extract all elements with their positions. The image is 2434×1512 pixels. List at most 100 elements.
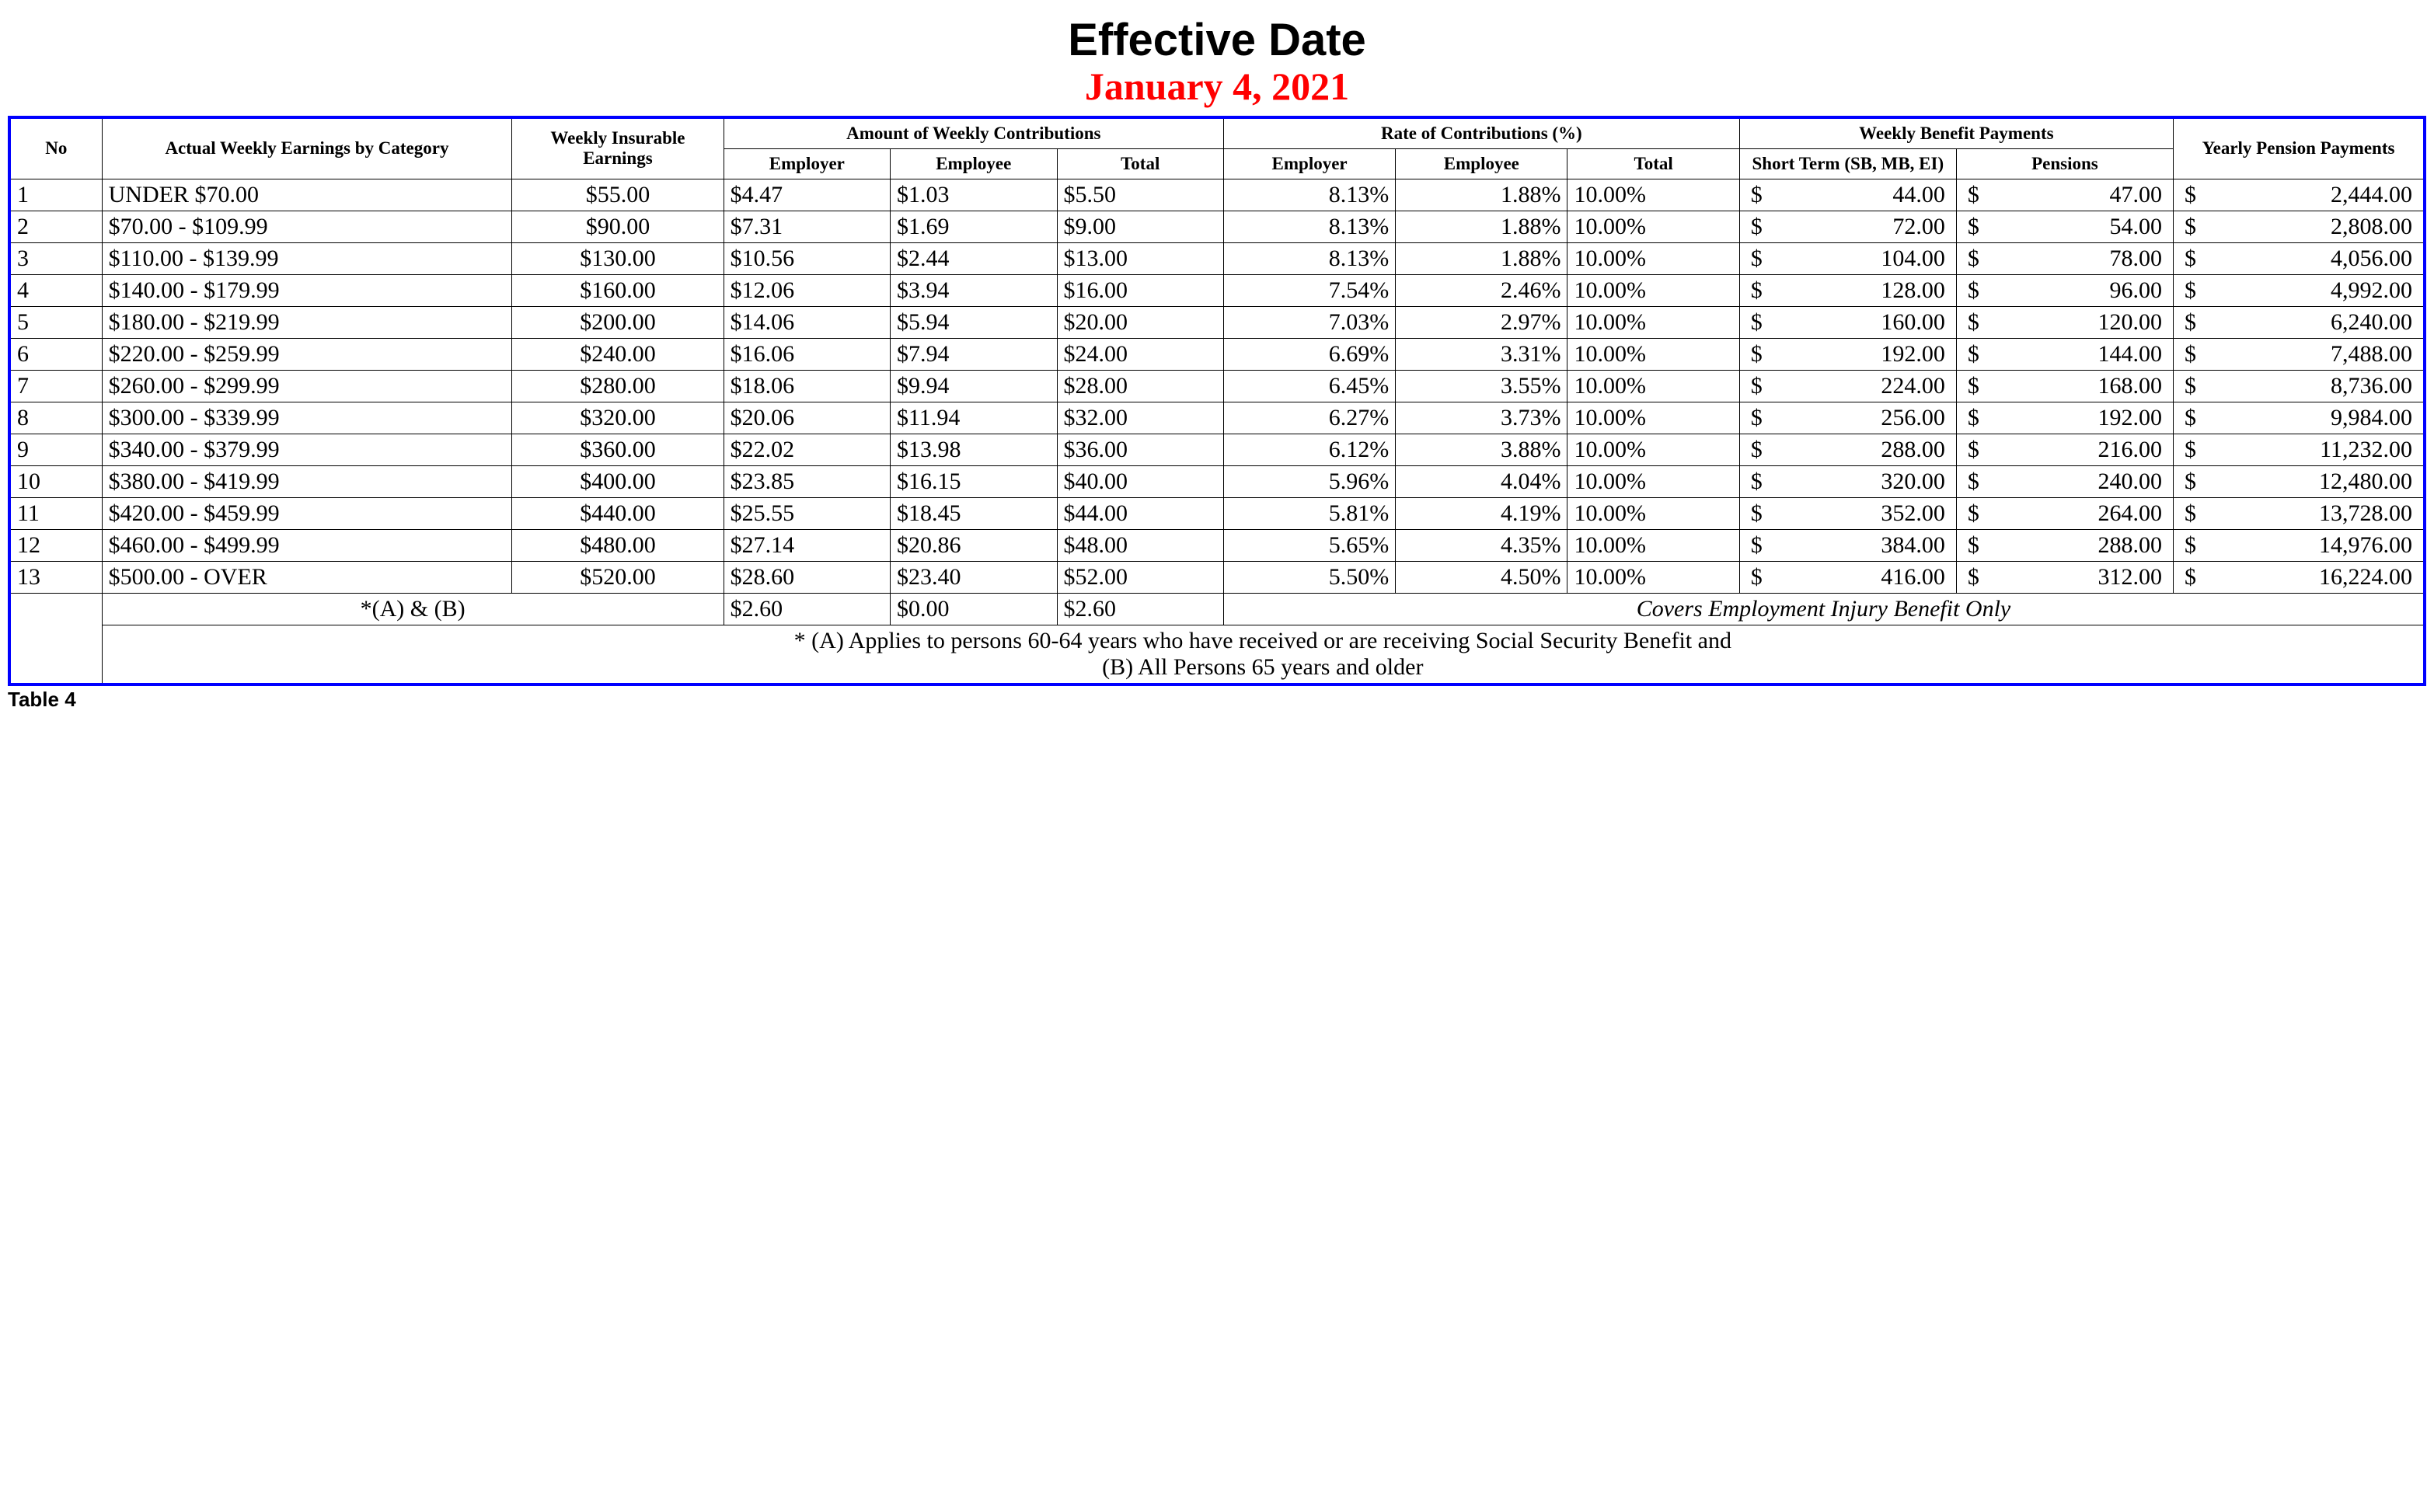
cell-no: 10 [9, 465, 102, 497]
cell-amt-employee: $16.15 [891, 465, 1057, 497]
cell-rate-employee: 2.97% [1396, 306, 1567, 338]
cell-rate-employer: 5.65% [1223, 529, 1395, 561]
cell-rate-employee: 4.50% [1396, 561, 1567, 593]
ab-blank [9, 593, 102, 685]
cell-earnings: $110.00 - $139.99 [102, 242, 512, 274]
cell-rate-total: 10.00% [1567, 211, 1739, 242]
cell-amt-total: $48.00 [1057, 529, 1223, 561]
cell-earnings: $500.00 - OVER [102, 561, 512, 593]
cell-short-term: $192.00 [1739, 338, 1956, 370]
cell-rate-total: 10.00% [1567, 306, 1739, 338]
cell-yearly-pension: $2,808.00 [2174, 211, 2425, 242]
cell-no: 11 [9, 497, 102, 529]
cell-rate-employer: 6.27% [1223, 402, 1395, 434]
cell-rate-employer: 5.81% [1223, 497, 1395, 529]
cell-yearly-pension: $16,224.00 [2174, 561, 2425, 593]
cell-no: 7 [9, 370, 102, 402]
table-row: 8$300.00 - $339.99$320.00$20.06$11.94$32… [9, 402, 2425, 434]
cell-amt-employer: $18.06 [724, 370, 890, 402]
cell-rate-total: 10.00% [1567, 179, 1739, 211]
cell-earnings: $460.00 - $499.99 [102, 529, 512, 561]
table-row: 1UNDER $70.00$55.00$4.47$1.03$5.508.13%1… [9, 179, 2425, 211]
cell-pensions: $240.00 [1956, 465, 2173, 497]
table-row: 4$140.00 - $179.99$160.00$12.06$3.94$16.… [9, 274, 2425, 306]
cell-short-term: $128.00 [1739, 274, 1956, 306]
cell-pensions: $96.00 [1956, 274, 2173, 306]
cell-amt-employer: $28.60 [724, 561, 890, 593]
cell-pensions: $168.00 [1956, 370, 2173, 402]
table-row: 10$380.00 - $419.99$400.00$23.85$16.15$4… [9, 465, 2425, 497]
table-row: 2$70.00 - $109.99$90.00$7.31$1.69$9.008.… [9, 211, 2425, 242]
cell-insurable: $480.00 [512, 529, 724, 561]
cell-amt-total: $40.00 [1057, 465, 1223, 497]
cell-amt-total: $20.00 [1057, 306, 1223, 338]
table-row: 9$340.00 - $379.99$360.00$22.02$13.98$36… [9, 434, 2425, 465]
cell-yearly-pension: $12,480.00 [2174, 465, 2425, 497]
cell-pensions: $47.00 [1956, 179, 2173, 211]
cell-amt-employer: $27.14 [724, 529, 890, 561]
cell-amt-total: $52.00 [1057, 561, 1223, 593]
cell-yearly-pension: $9,984.00 [2174, 402, 2425, 434]
cell-no: 2 [9, 211, 102, 242]
cell-earnings: $420.00 - $459.99 [102, 497, 512, 529]
table-row: 13$500.00 - OVER$520.00$28.60$23.40$52.0… [9, 561, 2425, 593]
cell-earnings: $220.00 - $259.99 [102, 338, 512, 370]
cell-amt-employer: $12.06 [724, 274, 890, 306]
cell-insurable: $90.00 [512, 211, 724, 242]
cell-short-term: $416.00 [1739, 561, 1956, 593]
cell-rate-employer: 8.13% [1223, 211, 1395, 242]
cell-rate-employee: 1.88% [1396, 211, 1567, 242]
cell-no: 5 [9, 306, 102, 338]
cell-earnings: $260.00 - $299.99 [102, 370, 512, 402]
cell-amt-employee: $3.94 [891, 274, 1057, 306]
cell-amt-total: $36.00 [1057, 434, 1223, 465]
cell-amt-employee: $9.94 [891, 370, 1057, 402]
table-caption: Table 4 [8, 688, 2426, 712]
header-no: No [9, 117, 102, 179]
cell-pensions: $312.00 [1956, 561, 2173, 593]
table-row: 3$110.00 - $139.99$130.00$10.56$2.44$13.… [9, 242, 2425, 274]
table-header: No Actual Weekly Earnings by Category We… [9, 117, 2425, 179]
cell-yearly-pension: $8,736.00 [2174, 370, 2425, 402]
cell-amt-employee: $7.94 [891, 338, 1057, 370]
cell-rate-employee: 3.88% [1396, 434, 1567, 465]
cell-yearly-pension: $13,728.00 [2174, 497, 2425, 529]
cell-amt-employee: $1.69 [891, 211, 1057, 242]
cell-yearly-pension: $11,232.00 [2174, 434, 2425, 465]
cell-amt-employer: $10.56 [724, 242, 890, 274]
contribution-table: No Actual Weekly Earnings by Category We… [8, 116, 2426, 686]
cell-pensions: $120.00 [1956, 306, 2173, 338]
cell-rate-employee: 1.88% [1396, 179, 1567, 211]
cell-short-term: $352.00 [1739, 497, 1956, 529]
cell-rate-total: 10.00% [1567, 242, 1739, 274]
cell-pensions: $216.00 [1956, 434, 2173, 465]
cell-pensions: $78.00 [1956, 242, 2173, 274]
header-rate-employee: Employee [1396, 148, 1567, 179]
cell-no: 9 [9, 434, 102, 465]
cell-amt-employer: $16.06 [724, 338, 890, 370]
cell-rate-total: 10.00% [1567, 529, 1739, 561]
cell-no: 1 [9, 179, 102, 211]
cell-pensions: $54.00 [1956, 211, 2173, 242]
ab-row: *(A) & (B)$2.60$0.00$2.60Covers Employme… [9, 593, 2425, 625]
header-weekly-insurable: Weekly Insurable Earnings [512, 117, 724, 179]
cell-rate-employer: 6.45% [1223, 370, 1395, 402]
cell-earnings: $140.00 - $179.99 [102, 274, 512, 306]
cell-amt-employer: $20.06 [724, 402, 890, 434]
cell-short-term: $320.00 [1739, 465, 1956, 497]
cell-amt-employee: $5.94 [891, 306, 1057, 338]
cell-no: 6 [9, 338, 102, 370]
cell-rate-employee: 2.46% [1396, 274, 1567, 306]
cell-rate-employer: 5.96% [1223, 465, 1395, 497]
header-rate-employer: Employer [1223, 148, 1395, 179]
cell-amt-employee: $18.45 [891, 497, 1057, 529]
cell-no: 4 [9, 274, 102, 306]
cell-yearly-pension: $4,992.00 [2174, 274, 2425, 306]
cell-rate-total: 10.00% [1567, 370, 1739, 402]
cell-amt-total: $16.00 [1057, 274, 1223, 306]
cell-amt-total: $28.00 [1057, 370, 1223, 402]
cell-amt-employer: $22.02 [724, 434, 890, 465]
cell-amt-employee: $11.94 [891, 402, 1057, 434]
cell-rate-employer: 8.13% [1223, 242, 1395, 274]
cell-insurable: $440.00 [512, 497, 724, 529]
